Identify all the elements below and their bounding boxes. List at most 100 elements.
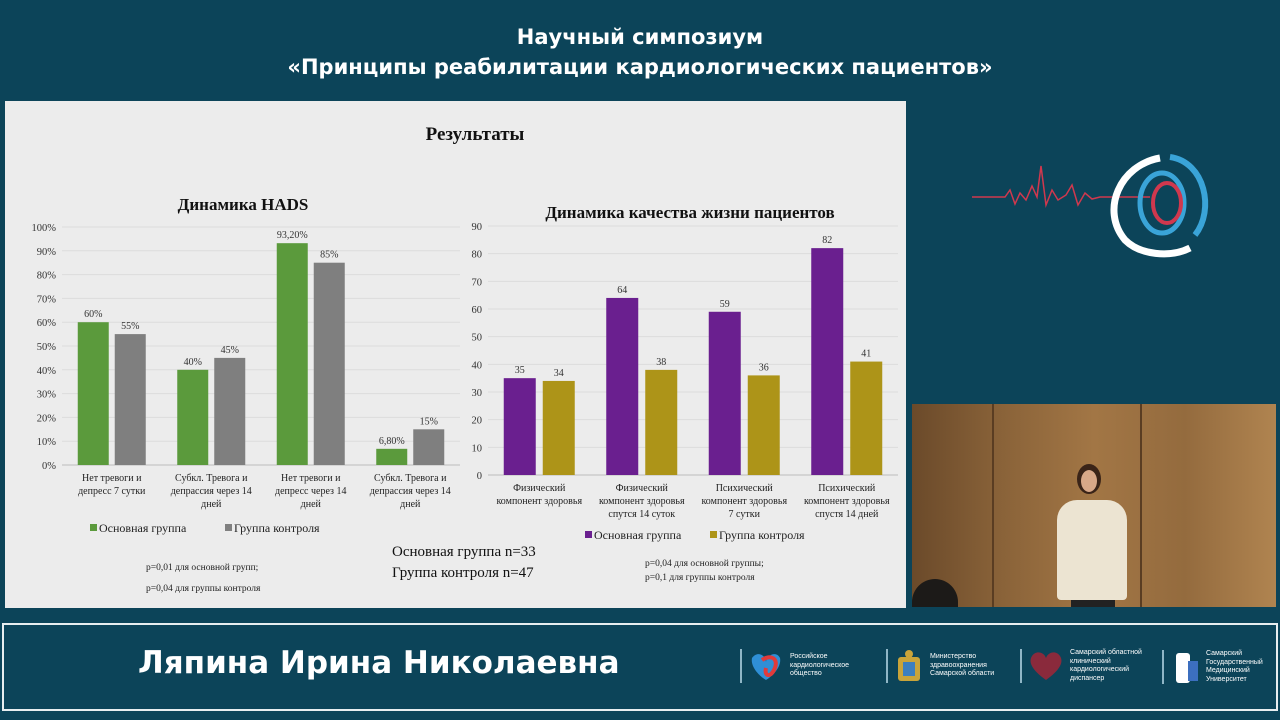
cardio-rehab-logo: [972, 154, 1209, 258]
x-label-line: Физический: [616, 483, 669, 494]
y-tick-label: 0%: [42, 461, 56, 472]
x-category-label: Субкл. Тревога и депрассия через 14 дней: [370, 473, 451, 510]
legend-label: Группа контроля: [719, 528, 805, 542]
org-russian-cardiology-society: Российское кардиологическое общество: [740, 649, 872, 683]
p-value-right-2: p=0,1 для группы контроля: [645, 573, 755, 583]
bar-control: [313, 262, 345, 465]
y-tick-label: 90: [472, 222, 483, 233]
bar-main: [376, 448, 408, 465]
university-logo-icon: [1176, 653, 1198, 683]
x-label-line: Субкл. Тревога и: [175, 473, 248, 484]
bar-control: [214, 357, 246, 465]
bar-main: [811, 248, 844, 475]
x-label-line: компонент здоровья: [496, 496, 582, 507]
y-tick-label: 50%: [37, 342, 57, 353]
bar-control: [413, 429, 445, 465]
x-label-line: спустя 14 дней: [815, 509, 879, 520]
legend-swatch: [90, 524, 97, 531]
speaker-figure: [1057, 464, 1131, 607]
x-label-line: дней: [201, 499, 222, 510]
data-label: 59: [720, 299, 730, 310]
data-label: 55%: [121, 321, 139, 332]
x-category-label: Психический компонент здоровья 7 сутки: [701, 483, 787, 520]
data-label: 82: [822, 235, 832, 246]
data-label: 45%: [221, 345, 239, 356]
y-tick-label: 90%: [37, 247, 57, 258]
y-tick-label: 40%: [37, 366, 57, 377]
org-samara-health-ministry: Министерство здравоохранения Самарской о…: [886, 649, 1012, 683]
x-label-line: Нет тревоги и: [82, 473, 142, 484]
y-tick-label: 70: [472, 277, 483, 288]
x-category-label: Нет тревоги и депресс 7 сутки: [78, 473, 146, 497]
lower-third-banner: Ляпина Ирина Николаевна Российское карди…: [2, 623, 1278, 711]
data-label: 40%: [184, 357, 202, 368]
y-tick-label: 50: [472, 333, 483, 344]
bar-control: [747, 375, 780, 475]
x-label-line: депресс 7 сутки: [78, 486, 146, 497]
y-tick-label: 60%: [37, 318, 57, 329]
data-label: 38: [656, 357, 666, 368]
chart-title: Динамика HADS: [178, 195, 309, 214]
p-value-left-1: p=0,01 для основной групп;: [146, 562, 258, 573]
quality-of-life-chart: Динамика качества жизни пациентов 0 10 20 30…: [472, 203, 898, 542]
x-label-line: дней: [400, 499, 421, 510]
x-label-line: 7 сутки: [729, 509, 761, 520]
bar-main: [708, 311, 741, 475]
rko-logo-icon: [751, 654, 781, 680]
presentation-slide: [5, 101, 906, 608]
x-category-label: Субкл. Тревога и депрассия через 14 дней: [171, 473, 252, 510]
x-category-label: Психический компонент здоровья спустя 14 д…: [804, 483, 890, 520]
x-label-line: компонент здоровья: [599, 496, 685, 507]
y-tick-label: 80%: [37, 271, 57, 282]
symposium-header: Научный симпозиум «Принципы реабилитации…: [0, 22, 1280, 82]
y-tick-label: 100%: [32, 223, 57, 234]
x-category-label: Физический компонент здоровья спутся 14 су…: [599, 483, 685, 520]
y-tick-label: 20%: [37, 413, 57, 424]
header-line-1: Научный симпозиум: [516, 25, 764, 49]
sample-main: Основная группа n=33: [392, 544, 536, 560]
hads-chart: Динамика HADS 0% 10% 20% 30% 40% 50% 60% 70% 80% 9…: [32, 195, 460, 535]
bar-control: [114, 334, 146, 465]
heart-logo-icon: [1030, 652, 1062, 680]
bar-control: [850, 361, 883, 475]
data-label: 85%: [320, 250, 338, 261]
y-tick-label: 40: [472, 360, 483, 371]
legend-label: Группа контроля: [234, 521, 320, 535]
y-tick-label: 10%: [37, 437, 57, 448]
x-category-label: Физический компонент здоровья: [496, 483, 582, 507]
data-label: 6,80%: [379, 436, 405, 447]
heartbeat-line-icon: [972, 165, 1150, 208]
header-line-2: «Принципы реабилитации кардиологических …: [287, 55, 993, 79]
org-samara-cardiology-dispensary: Самарский областной клинический кардиоло…: [1020, 649, 1152, 683]
bar-main: [503, 378, 536, 475]
x-label-line: Нет тревоги и: [281, 473, 341, 484]
y-tick-label: 60: [472, 305, 483, 316]
speaker-video: [912, 404, 1276, 607]
sample-control: Группа контроля n=47: [392, 565, 534, 581]
bar-main: [606, 297, 639, 475]
slide-title: Результаты: [426, 124, 525, 145]
x-label-line: компонент здоровья: [804, 496, 890, 507]
x-category-label: Нет тревоги и депресс через 14 дней: [275, 473, 346, 510]
x-label-line: Субкл. Тревога и: [374, 473, 447, 484]
data-label: 36: [759, 362, 769, 373]
org-samara-medical-university: Самарский Государственный Медицинский Ун…: [1162, 649, 1280, 685]
bar-main: [77, 322, 109, 465]
data-label: 15%: [420, 416, 438, 427]
legend-swatch: [585, 531, 592, 538]
data-label: 34: [554, 368, 564, 379]
data-label: 35: [515, 365, 525, 376]
legend-swatch: [225, 524, 232, 531]
y-tick-label: 10: [472, 443, 483, 454]
data-label: 41: [861, 349, 871, 360]
x-label-line: спутся 14 суток: [608, 509, 675, 520]
y-tick-label: 80: [472, 250, 483, 261]
y-tick-label: 30%: [37, 390, 57, 401]
bar-control: [542, 380, 575, 475]
bar-main: [276, 243, 308, 465]
x-label-line: Психический: [716, 483, 774, 494]
x-label-line: депрассия через 14: [370, 486, 451, 497]
coat-of-arms-icon: [898, 650, 920, 681]
legend-label: Основная группа: [594, 528, 682, 542]
legend-swatch: [710, 531, 717, 538]
